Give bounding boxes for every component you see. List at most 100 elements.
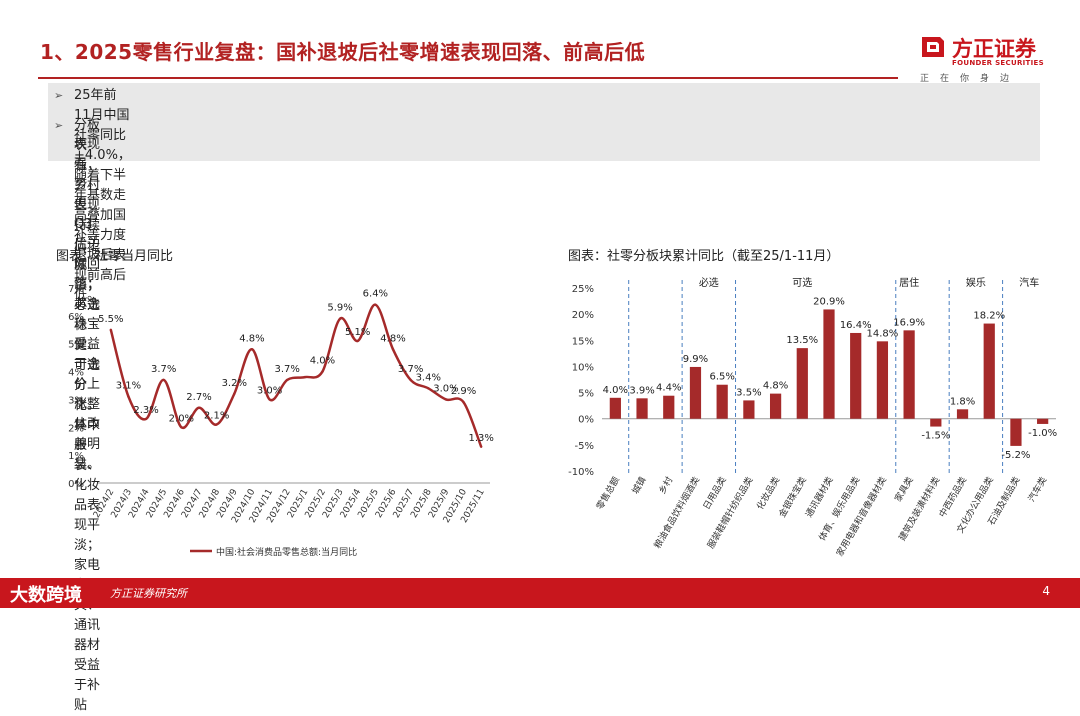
x-tick-label: 化妆品类 bbox=[754, 475, 782, 512]
data-label: 1.8% bbox=[950, 396, 975, 407]
data-label: 3.5% bbox=[736, 387, 761, 398]
data-label: 3.0% bbox=[433, 383, 458, 394]
y-tick-label: 5% bbox=[68, 340, 84, 351]
x-tick-label: 城镇 bbox=[629, 475, 648, 497]
data-label: 2.3% bbox=[133, 405, 158, 416]
data-label: 4.4% bbox=[656, 383, 681, 394]
group-label: 可选 bbox=[792, 276, 812, 289]
data-label: 4.8% bbox=[239, 333, 264, 344]
data-point bbox=[162, 378, 165, 382]
bar bbox=[743, 400, 755, 419]
bullet-text: 表现强势，但Q3后边际回落；黄金珠宝受益于金价上涨整体改善明显。 bbox=[74, 137, 101, 472]
bar bbox=[663, 395, 675, 419]
y-tick-label: 25% bbox=[572, 284, 594, 295]
data-label: 2.9% bbox=[451, 386, 476, 397]
bar-chart-title: 图表：社零分板块累计同比（截至25/1-11月） bbox=[568, 249, 840, 264]
bar bbox=[1037, 418, 1049, 424]
logo-name-cn: 方正证券 bbox=[952, 37, 1036, 61]
bar bbox=[983, 323, 995, 419]
data-label: 1.3% bbox=[468, 433, 493, 444]
data-point bbox=[409, 378, 412, 382]
data-point bbox=[250, 348, 254, 351]
bullet-text: 25年前11月中国社零同比+4.0%，随着下半年基数走高叠加国补等力度退坡后表现… bbox=[74, 88, 131, 303]
bar bbox=[609, 397, 621, 419]
data-label: 20.9% bbox=[813, 296, 845, 307]
data-label: 2.1% bbox=[204, 411, 229, 422]
data-point bbox=[374, 303, 377, 306]
data-label: 9.9% bbox=[683, 354, 708, 365]
y-tick-label: 2% bbox=[68, 423, 84, 434]
data-point bbox=[215, 423, 218, 426]
y-tick-label: 15% bbox=[572, 336, 594, 347]
data-label: 3.4% bbox=[416, 372, 441, 383]
data-label: 16.9% bbox=[893, 317, 925, 328]
legend-label: 中国:社会消费品零售总额:当月同比 bbox=[216, 546, 357, 558]
data-label: 3.7% bbox=[151, 364, 176, 375]
data-point bbox=[197, 406, 201, 409]
series-line bbox=[109, 303, 483, 448]
bar bbox=[956, 409, 969, 419]
group-label: 必选 bbox=[699, 276, 719, 289]
bar-chart: -10% -5% 0% 5% 10% 15% 20% 25% 必选 可选 居住 娱乐 汽车 4.0% 3.9… bbox=[568, 276, 1057, 559]
x-tick-label: 家具类 bbox=[892, 475, 916, 504]
y-tick-label: 0% bbox=[578, 415, 594, 426]
data-label: 5.9% bbox=[327, 303, 352, 314]
bar bbox=[636, 398, 648, 419]
x-tick-label: 粮油食品饮料烟酒类 bbox=[651, 475, 702, 551]
data-label: -1.5% bbox=[921, 431, 950, 442]
data-point bbox=[479, 445, 483, 448]
data-label: -5.2% bbox=[1001, 450, 1030, 461]
logo-slogan: 正在你身边 bbox=[920, 74, 1021, 84]
data-point bbox=[427, 387, 430, 390]
footer-source: 方正证券研究所 bbox=[110, 587, 187, 600]
y-tick-label: 3% bbox=[68, 395, 84, 406]
data-point bbox=[462, 401, 465, 404]
data-label: 18.2% bbox=[973, 311, 1005, 322]
bar bbox=[716, 384, 728, 419]
page-number: 4 bbox=[1042, 584, 1050, 598]
data-label: 13.5% bbox=[786, 335, 818, 346]
y-tick-label: 6% bbox=[68, 312, 84, 323]
footer-bar bbox=[0, 578, 1080, 608]
bar bbox=[876, 341, 889, 419]
data-label: 2.0% bbox=[169, 413, 194, 424]
x-tick-label: 乡村 bbox=[656, 475, 675, 497]
y-tick-label: -10% bbox=[568, 467, 594, 478]
x-tick-label: 家用电器和音像器材类 bbox=[834, 475, 889, 559]
data-point bbox=[321, 370, 324, 373]
data-label: 4.8% bbox=[380, 333, 405, 344]
x-tick-label: 服装鞋帽针纺织品类 bbox=[705, 475, 756, 551]
data-label: 5.1% bbox=[345, 327, 370, 338]
bar bbox=[903, 330, 915, 419]
y-tick-label: 0% bbox=[68, 479, 84, 490]
bar bbox=[1010, 418, 1022, 446]
y-tick-label: 7% bbox=[68, 284, 84, 295]
data-point bbox=[356, 339, 359, 343]
data-point bbox=[268, 398, 271, 401]
data-point bbox=[109, 328, 113, 331]
data-label: 6.4% bbox=[363, 289, 388, 300]
data-point bbox=[127, 395, 130, 398]
data-label: 3.7% bbox=[274, 364, 299, 375]
founder-logo-icon bbox=[922, 37, 944, 57]
x-tick-label: 零售总额 bbox=[594, 475, 622, 512]
bar bbox=[689, 366, 702, 419]
bar bbox=[850, 332, 862, 419]
bar bbox=[930, 418, 942, 427]
company-logo: 方正证券 FOUNDER SECURITIES 正在你身边 bbox=[920, 33, 1060, 85]
data-label: 4.8% bbox=[763, 381, 788, 392]
data-label: 2.7% bbox=[186, 392, 211, 403]
data-label: 16.4% bbox=[840, 320, 872, 331]
data-label: 14.8% bbox=[867, 328, 899, 339]
data-label: 3.1% bbox=[116, 381, 141, 392]
y-tick-label: 10% bbox=[572, 362, 594, 373]
data-label: 5.5% bbox=[98, 314, 123, 325]
data-label: 3.9% bbox=[629, 385, 654, 396]
page-title: 1、2025零售行业复盘：国补退坡后社零增速表现回落、前高后低 bbox=[40, 40, 646, 64]
title-divider bbox=[38, 77, 898, 79]
data-label: 3.7% bbox=[398, 364, 423, 375]
data-label: 4.0% bbox=[603, 385, 628, 396]
arrow-bullet-icon: ➢ bbox=[54, 119, 64, 132]
y-tick-label: 4% bbox=[68, 368, 84, 379]
data-label: 6.5% bbox=[709, 372, 734, 383]
